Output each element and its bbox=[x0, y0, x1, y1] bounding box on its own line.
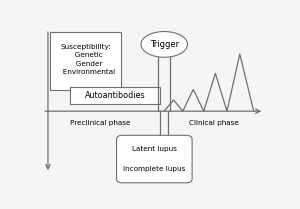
Text: Autoantibodies: Autoantibodies bbox=[85, 91, 145, 100]
FancyBboxPatch shape bbox=[50, 32, 121, 90]
Ellipse shape bbox=[141, 32, 188, 57]
Text: Preclinical phase: Preclinical phase bbox=[70, 120, 130, 126]
Text: Trigger: Trigger bbox=[150, 40, 179, 49]
FancyBboxPatch shape bbox=[116, 135, 192, 183]
Text: Clinical phase: Clinical phase bbox=[189, 120, 239, 126]
Text: Latent lupus

Incomplete lupus: Latent lupus Incomplete lupus bbox=[123, 146, 185, 172]
FancyBboxPatch shape bbox=[70, 87, 160, 104]
Text: Susceptibility:
   Genetic
   Gender
   Environmental: Susceptibility: Genetic Gender Environme… bbox=[56, 43, 115, 75]
